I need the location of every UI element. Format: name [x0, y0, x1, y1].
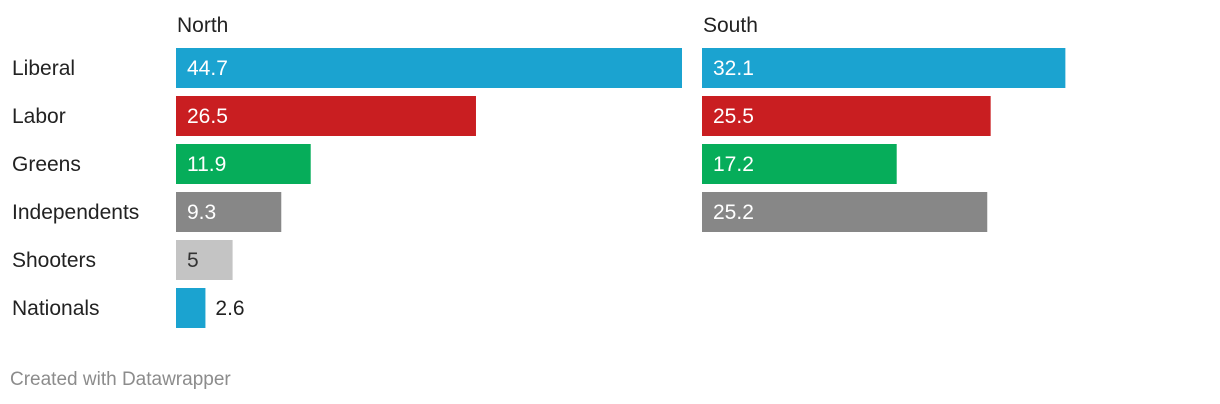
value-label-south-independents: 25.2: [713, 201, 754, 224]
value-label-south-liberal: 32.1: [713, 57, 754, 80]
value-label-south-greens: 17.2: [713, 153, 754, 176]
category-label-liberal: Liberal: [12, 57, 75, 80]
value-label-north-liberal: 44.7: [187, 57, 228, 80]
bar-north-shooters: [176, 240, 233, 280]
value-label-north-greens: 11.9: [187, 153, 226, 176]
bar-north-liberal: [176, 48, 682, 88]
category-label-nationals: Nationals: [12, 297, 100, 320]
panel-title-north: North: [177, 14, 228, 37]
bar-north-greens: [176, 144, 311, 184]
value-label-north-shooters: 5: [187, 249, 199, 272]
category-label-labor: Labor: [12, 105, 66, 128]
bar-south-greens: [702, 144, 897, 184]
bar-north-labor: [176, 96, 476, 136]
value-label-south-labor: 25.5: [713, 105, 754, 128]
value-label-north-labor: 26.5: [187, 105, 228, 128]
bar-south-liberal: [702, 48, 1066, 88]
category-label-independents: Independents: [12, 201, 139, 224]
category-label-shooters: Shooters: [12, 249, 96, 272]
bar-north-independents: [176, 192, 282, 232]
bar-south-independents: [702, 192, 988, 232]
value-label-north-independents: 9.3: [187, 201, 216, 224]
value-label-north-nationals: 2.6: [215, 297, 244, 320]
category-label-greens: Greens: [12, 153, 81, 176]
bar-north-nationals: [176, 288, 206, 328]
chart-credit: Created with Datawrapper: [10, 369, 231, 390]
bar-south-labor: [702, 96, 991, 136]
panel-title-south: South: [703, 14, 758, 37]
